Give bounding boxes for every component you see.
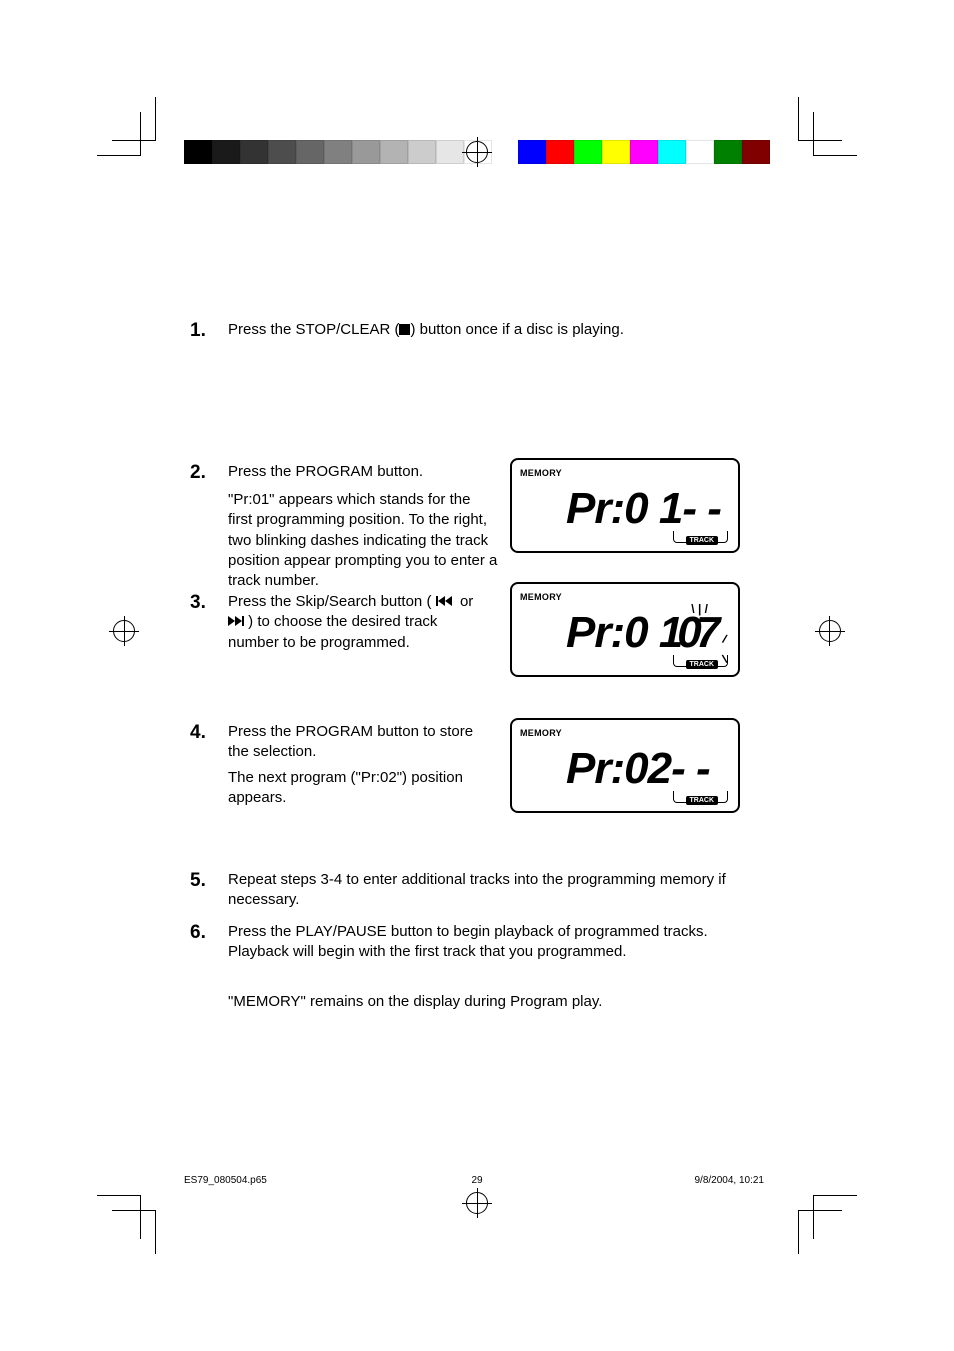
page-number: 29	[471, 1175, 482, 1186]
crop-mark	[798, 1210, 799, 1254]
step-note-text: "Pr:01" appears which stands for the fir…	[228, 490, 498, 591]
lcd-display-3: MEMORY Pr:02- - TRACK	[510, 718, 740, 813]
crop-mark	[798, 1210, 842, 1211]
crop-mark	[112, 1210, 156, 1211]
stop-icon	[399, 324, 410, 335]
swatch	[518, 140, 546, 164]
crop-mark	[155, 97, 156, 141]
crop-mark	[155, 1210, 156, 1254]
track-bracket-icon	[673, 655, 728, 667]
crop-mark	[813, 1195, 857, 1196]
crop-mark	[97, 1195, 141, 1196]
crop-mark	[140, 112, 141, 156]
page-root: 1. Press the STOP/CLEAR () button once i…	[0, 0, 954, 1351]
step-number: 3.	[190, 592, 218, 614]
footer-filename: ES79_080504.p65	[184, 1175, 267, 1186]
swatch	[380, 140, 408, 164]
lcd-display-2: MEMORY Pr:0 107 \ | / / \ TRACK	[510, 582, 740, 677]
step-number: 2.	[190, 462, 218, 484]
skip-next-icon	[228, 612, 244, 632]
step-number: 5.	[190, 870, 218, 892]
swatch	[630, 140, 658, 164]
step-number: 4.	[190, 722, 218, 744]
crop-mark	[140, 1195, 141, 1239]
swatch	[212, 140, 240, 164]
memory-indicator: MEMORY	[520, 468, 562, 478]
step-text: Press the PLAY/PAUSE button to begin pla…	[228, 922, 750, 963]
step-text: Press the Skip/Search button ( or ) to c…	[228, 592, 490, 653]
color-swatches	[518, 140, 770, 164]
step-number: 1.	[190, 320, 218, 342]
step-6: 6. Press the PLAY/PAUSE button to begin …	[190, 922, 750, 963]
swatch	[742, 140, 770, 164]
crop-mark	[798, 97, 799, 141]
lcd-main-text: Pr:0 1- -	[566, 484, 721, 534]
swatch	[184, 140, 212, 164]
reg-mark-icon	[815, 631, 845, 632]
reg-mark-icon	[829, 616, 830, 646]
step-text: Repeat steps 3-4 to enter additional tra…	[228, 870, 750, 911]
step-note-text: "MEMORY" remains on the display during P…	[228, 992, 602, 1012]
skip-prev-icon	[436, 592, 452, 612]
grayscale-swatches	[184, 140, 492, 164]
swatch	[268, 140, 296, 164]
step-note-text: The next program ("Pr:02") position appe…	[228, 768, 498, 809]
step-text: Press the PROGRAM button.	[228, 462, 423, 482]
step-text: Press the PROGRAM button to store the se…	[228, 722, 490, 763]
crop-mark	[813, 112, 814, 156]
step-4-note: The next program ("Pr:02") position appe…	[228, 768, 498, 809]
swatch	[296, 140, 324, 164]
crop-mark	[112, 140, 156, 141]
swatch	[352, 140, 380, 164]
swatch	[714, 140, 742, 164]
crop-mark	[97, 155, 141, 156]
reg-mark-icon	[477, 137, 478, 167]
crop-mark	[813, 155, 857, 156]
swatch	[546, 140, 574, 164]
step-2-note: "Pr:01" appears which stands for the fir…	[228, 490, 498, 591]
track-bracket-icon	[673, 531, 728, 543]
swatch	[602, 140, 630, 164]
crop-mark	[798, 140, 842, 141]
memory-indicator: MEMORY	[520, 592, 562, 602]
lcd-main-text: Pr:02- -	[566, 744, 710, 794]
footer-date: 9/8/2004, 10:21	[694, 1175, 764, 1186]
step-3: 3. Press the Skip/Search button ( or ) t…	[190, 592, 490, 653]
step-5: 5. Repeat steps 3-4 to enter additional …	[190, 870, 750, 911]
swatch	[686, 140, 714, 164]
crop-mark	[813, 1195, 814, 1239]
reg-mark-icon	[124, 616, 125, 646]
step-6-note: "MEMORY" remains on the display during P…	[228, 992, 738, 1012]
swatch	[436, 140, 464, 164]
step-text: Press the STOP/CLEAR () button once if a…	[228, 320, 624, 340]
swatch	[408, 140, 436, 164]
step-number: 6.	[190, 922, 218, 944]
reg-mark-icon	[477, 1188, 478, 1218]
swatch	[240, 140, 268, 164]
step-1: 1. Press the STOP/CLEAR () button once i…	[190, 320, 750, 342]
track-bracket-icon	[673, 791, 728, 803]
lcd-display-1: MEMORY Pr:0 1- - TRACK	[510, 458, 740, 553]
flash-icon: /	[720, 632, 728, 646]
flash-icon: \ | /	[691, 602, 708, 616]
swatch	[324, 140, 352, 164]
swatch	[658, 140, 686, 164]
memory-indicator: MEMORY	[520, 728, 562, 738]
step-4: 4. Press the PROGRAM button to store the…	[190, 722, 490, 763]
step-2: 2. Press the PROGRAM button.	[190, 462, 490, 484]
swatch	[574, 140, 602, 164]
